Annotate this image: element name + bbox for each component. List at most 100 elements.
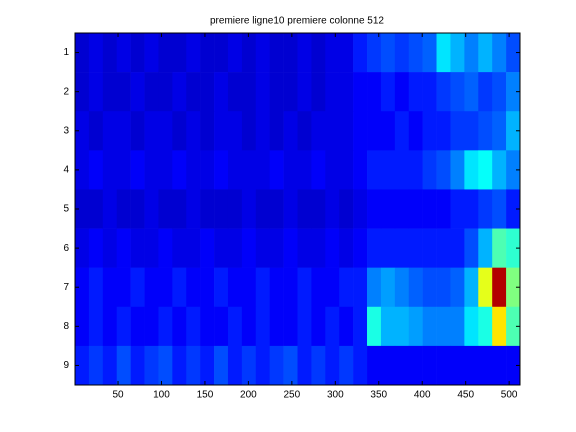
heat-cell [227,150,243,190]
heat-cell [450,189,465,229]
heat-cell [269,306,284,347]
heat-cell [255,33,270,73]
heat-cell [436,33,451,73]
heat-cell [478,189,493,229]
heat-cell [214,33,229,73]
heat-cell [478,228,493,268]
heat-cell [297,111,312,151]
heat-cell [450,267,465,308]
heat-cell [241,306,257,347]
heat-cell [478,306,493,347]
heat-cell [227,33,243,73]
heat-cell [158,306,173,347]
heat-cell [186,150,201,190]
heat-cell [450,306,465,347]
heat-cell [186,33,201,73]
heat-cell [172,111,187,151]
heat-cell [227,111,243,151]
heat-cell [297,267,312,308]
heat-cell [311,189,326,229]
heat-cell [214,150,229,190]
x-tick-label: 100 [153,390,170,401]
heat-cell [186,111,201,151]
heat-cell [116,306,131,347]
heat-cell [116,228,131,268]
heat-cell [339,33,354,73]
heat-cell [269,33,284,73]
heat-cell [436,267,451,308]
heat-cell [478,111,493,151]
heat-cell [200,150,215,190]
heat-cell [130,345,145,386]
heat-cell [380,150,396,190]
heat-cell [75,228,90,268]
heat-cell [269,345,284,386]
heat-cell [283,150,298,190]
heat-cell [422,111,437,151]
heat-cell [311,228,326,268]
heat-cell [408,189,423,229]
heat-cell [255,111,270,151]
heat-cell [241,345,257,386]
heat-cell [158,72,173,112]
heat-cell [422,72,437,112]
heat-cell [241,111,257,151]
heat-cell [478,150,493,190]
heat-cell [241,150,257,190]
heat-cell [227,306,243,347]
heat-cell [353,150,368,190]
heat-cell [311,72,326,112]
heat-cell [297,345,312,386]
heat-cell [408,267,423,308]
heat-cell [450,150,465,190]
heat-cell [130,267,145,308]
heat-cell [158,33,173,73]
heat-cell [255,267,270,308]
heat-cell [172,189,187,229]
heat-cell [311,306,326,347]
heat-cell [297,306,312,347]
heat-cell [88,345,104,386]
heat-cell [506,189,521,229]
heat-cell [394,345,410,386]
heat-cell [88,267,104,308]
heat-cell [214,267,229,308]
heat-cell [325,111,340,151]
heat-cell [241,33,257,73]
heat-cell [88,33,104,73]
heat-cell [380,267,396,308]
heat-cell [283,228,298,268]
heat-cell [367,228,382,268]
heat-cell [269,150,284,190]
y-tick-label: 2 [63,86,69,97]
heat-cell [464,345,479,386]
y-tick-label: 4 [63,165,69,176]
heat-cell [325,306,340,347]
heat-cell [172,228,187,268]
heat-cell [200,345,215,386]
x-tick-label: 300 [327,390,344,401]
heat-cell [394,72,410,112]
x-tick-label: 350 [370,390,387,401]
heat-cell [186,72,201,112]
heat-cell [325,345,340,386]
heat-cell [506,150,521,190]
heat-cell [297,150,312,190]
heat-cell [172,345,187,386]
heat-cell [227,228,243,268]
heat-cell [227,189,243,229]
heat-cell [200,306,215,347]
heat-cell [339,150,354,190]
heat-cell [492,345,507,386]
heat-cell [380,111,396,151]
heat-cell [367,72,382,112]
y-tick-label: 6 [63,243,69,254]
heat-cell [227,345,243,386]
heat-cell [144,150,159,190]
heat-cell [339,228,354,268]
heat-cell [158,228,173,268]
heat-cell [200,33,215,73]
heat-cell [311,33,326,73]
heat-cell [186,228,201,268]
heat-cell [464,150,479,190]
